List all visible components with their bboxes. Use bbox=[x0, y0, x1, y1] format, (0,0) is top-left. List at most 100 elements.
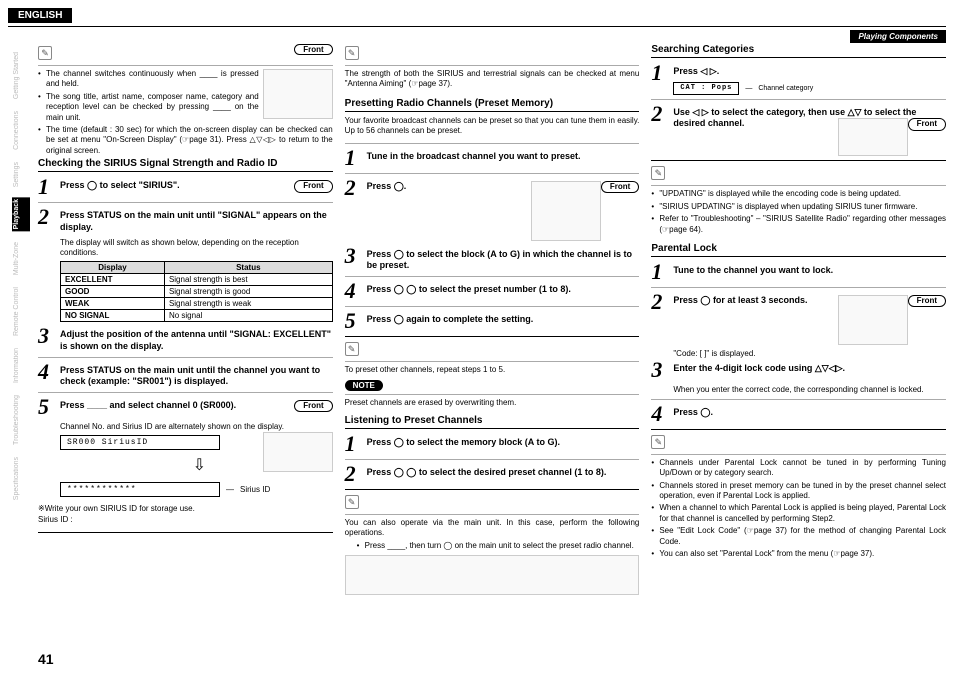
bullet: "UPDATING" is displayed while the encodi… bbox=[651, 189, 946, 199]
sidebar-item-active[interactable]: Playback bbox=[12, 197, 30, 231]
sidebar-item[interactable]: Remote Control bbox=[12, 285, 30, 338]
pencil-icon: ✎ bbox=[651, 166, 665, 180]
antenna-note: The strength of both the SIRIUS and terr… bbox=[345, 69, 640, 90]
remote-panel-image bbox=[531, 181, 601, 241]
step-text: Tune in the broadcast channel you want t… bbox=[367, 147, 640, 163]
bullet: The song title, artist name, composer na… bbox=[38, 92, 333, 123]
listen-step-1: 1 Press ◯ to select the memory block (A … bbox=[345, 433, 640, 455]
bullet: "SIRIUS UPDATING" is displayed when upda… bbox=[651, 202, 946, 212]
preset-erase-note: Preset channels are erased by overwritin… bbox=[345, 398, 640, 407]
td: GOOD bbox=[61, 286, 165, 298]
step-5: 5 Press ____ and select channel 0 (SR000… bbox=[38, 396, 333, 418]
sidebar-item[interactable]: Settings bbox=[12, 160, 30, 189]
front-badge: Front bbox=[294, 44, 332, 55]
sidebar-item[interactable]: Specifications bbox=[12, 455, 30, 502]
step-text: Press STATUS on the main unit until "SIG… bbox=[60, 206, 333, 233]
bullet: The channel switches continuously when _… bbox=[38, 69, 333, 90]
step-number: 3 bbox=[651, 359, 669, 381]
sidebar-item[interactable]: Connections bbox=[12, 109, 30, 152]
step-text: Press ◯. Front bbox=[367, 177, 640, 241]
step-subtext: "Code: [ ]" is displayed. bbox=[673, 349, 946, 359]
bullet: Press ____, then turn ◯ on the main unit… bbox=[357, 541, 640, 551]
pencil-icon: ✎ bbox=[651, 435, 665, 449]
front-badge: Front bbox=[908, 118, 946, 130]
step-number: 2 bbox=[38, 206, 56, 228]
bullet: Refer to "Troubleshooting" – "SIRIUS Sat… bbox=[651, 214, 946, 235]
td: Signal strength is best bbox=[164, 274, 332, 286]
step-number: 2 bbox=[345, 177, 363, 199]
step-text: Press ◯ to select the block (A to G) in … bbox=[367, 245, 640, 272]
step-text: Press ◯ to select the memory block (A to… bbox=[367, 433, 640, 449]
preset-step-4: 4 Press ◯ ◯ to select the preset number … bbox=[345, 280, 640, 302]
lock-bullets: Channels under Parental Lock cannot be t… bbox=[651, 458, 946, 560]
step-text: Press ◯ again to complete the setting. bbox=[367, 310, 640, 326]
step-text: Press ◯. bbox=[673, 403, 946, 419]
listen-step-2: 2 Press ◯ ◯ to select the desired preset… bbox=[345, 463, 640, 485]
search-bullets: "UPDATING" is displayed while the encodi… bbox=[651, 189, 946, 235]
preset-repeat-note: To preset other channels, repeat steps 1… bbox=[345, 365, 640, 374]
td: No signal bbox=[164, 310, 332, 322]
lcd-display: ************ bbox=[60, 482, 220, 497]
listen-note: You can also operate via the main unit. … bbox=[345, 518, 640, 539]
search-step-1: 1 Press ◁ ▷. CAT : Pops — Channel catego… bbox=[651, 62, 946, 95]
preset-step-3: 3 Press ◯ to select the block (A to G) i… bbox=[345, 245, 640, 272]
step-number: 4 bbox=[651, 403, 669, 425]
step-number: 3 bbox=[345, 245, 363, 267]
front-badge: Front bbox=[601, 181, 639, 193]
column-2: ✎ The strength of both the SIRIUS and te… bbox=[345, 44, 640, 647]
th: Display bbox=[61, 262, 165, 274]
lock-step-1: 1 Tune to the channel you want to lock. bbox=[651, 261, 946, 283]
content-columns: ✎ Front The channel switches continuousl… bbox=[38, 44, 946, 647]
sidebar-item[interactable]: Multi-Zone bbox=[12, 240, 30, 277]
front-badge: Front bbox=[294, 180, 332, 192]
step-text: Adjust the position of the antenna until… bbox=[60, 325, 333, 352]
step-number: 2 bbox=[651, 291, 669, 313]
sidebar-item[interactable]: Information bbox=[12, 346, 30, 385]
step-number: 1 bbox=[345, 433, 363, 455]
sidebar-item[interactable]: Getting Started bbox=[12, 50, 30, 101]
step-text: Press ◯ for at least 3 seconds. Front bbox=[673, 291, 946, 345]
step-text: Press STATUS on the main unit until the … bbox=[60, 361, 333, 388]
step-text: Tune to the channel you want to lock. bbox=[673, 261, 946, 277]
td: EXCELLENT bbox=[61, 274, 165, 286]
td: Signal strength is weak bbox=[164, 298, 332, 310]
step-3: 3 Adjust the position of the antenna unt… bbox=[38, 325, 333, 352]
main-unit-panel-image bbox=[345, 555, 640, 595]
pencil-icon: ✎ bbox=[38, 46, 52, 60]
step-number: 2 bbox=[345, 463, 363, 485]
column-3: Searching Categories 1 Press ◁ ▷. CAT : … bbox=[651, 44, 946, 647]
step-number: 1 bbox=[345, 147, 363, 169]
bullet: When a channel to which Parental Lock is… bbox=[651, 503, 946, 524]
step-number: 1 bbox=[38, 176, 56, 198]
bullet: Channels stored in preset memory can be … bbox=[651, 481, 946, 502]
step-number: 3 bbox=[38, 325, 56, 347]
step-number: 1 bbox=[651, 62, 669, 84]
pencil-icon: ✎ bbox=[345, 46, 359, 60]
preset-intro: Your favorite broadcast channels can be … bbox=[345, 116, 640, 137]
lock-step-2: 2 Press ◯ for at least 3 seconds. Front bbox=[651, 291, 946, 345]
step-number: 4 bbox=[345, 280, 363, 302]
th: Status bbox=[164, 262, 332, 274]
td: NO SIGNAL bbox=[61, 310, 165, 322]
step-text: Enter the 4-digit lock code using △▽◁▷. bbox=[673, 359, 946, 375]
sidebar-item[interactable]: Troubleshooting bbox=[12, 393, 30, 447]
step-text: Press ◯ to select "SIRIUS". Front bbox=[60, 176, 333, 192]
td: Signal strength is good bbox=[164, 286, 332, 298]
section-title-preset: Presetting Radio Channels (Preset Memory… bbox=[345, 98, 640, 112]
section-title-search: Searching Categories bbox=[651, 44, 946, 58]
lock-step-4: 4 Press ◯. bbox=[651, 403, 946, 425]
step-number: 2 bbox=[651, 103, 669, 125]
col1-bullets: The channel switches continuously when _… bbox=[38, 69, 333, 156]
step-text: Press ◯ ◯ to select the desired preset c… bbox=[367, 463, 640, 479]
bullet: You can also set "Parental Lock" from th… bbox=[651, 549, 946, 559]
step-1: 1 Press ◯ to select "SIRIUS". Front bbox=[38, 176, 333, 198]
front-badge: Front bbox=[908, 295, 946, 307]
footnote: ※Write your own SIRIUS ID for storage us… bbox=[38, 504, 333, 513]
step-text: Press ◁ ▷. CAT : Pops — Channel category bbox=[673, 62, 946, 95]
sidebar: Getting Started Connections Settings Pla… bbox=[12, 50, 30, 645]
step-number: 1 bbox=[651, 261, 669, 283]
lock-step-3: 3 Enter the 4-digit lock code using △▽◁▷… bbox=[651, 359, 946, 381]
bullet: See "Edit Lock Code" (☞page 37) for the … bbox=[651, 526, 946, 547]
section-title-listen: Listening to Preset Channels bbox=[345, 415, 640, 429]
step-text: Press ____ and select channel 0 (SR000).… bbox=[60, 396, 333, 412]
